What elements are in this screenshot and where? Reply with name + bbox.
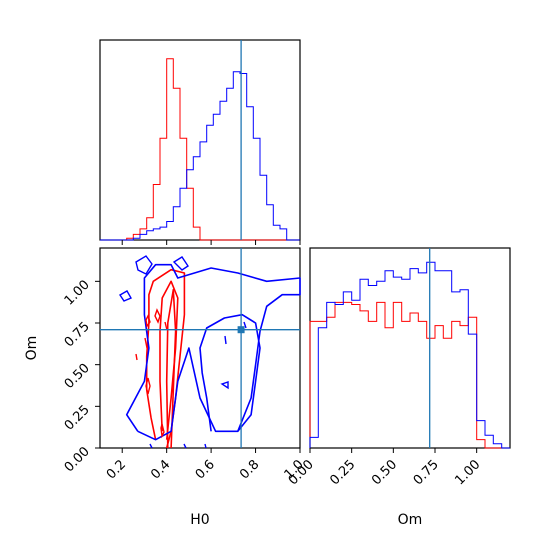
red-island [135, 353, 138, 361]
om-axis-label: Om [398, 512, 423, 528]
red-island [144, 337, 148, 349]
y-tick-label: 0.50 [62, 361, 93, 392]
blue-island [135, 255, 153, 275]
om-tick-label: 1.00 [452, 457, 483, 488]
x-tick-label: 0.6 [193, 457, 218, 482]
h0-histogram-blue [100, 71, 300, 241]
truth-marker [237, 326, 245, 334]
blue-island [149, 443, 207, 449]
red-island [164, 321, 168, 331]
contour-blue-0 [125, 263, 301, 441]
om-histogram-ticks: 0.00 0.25 0.50 0.75 1.00 [286, 448, 483, 488]
red-island [145, 377, 151, 395]
h0-histogram-frame [99, 39, 301, 241]
om-tick-label: 0.50 [369, 457, 400, 488]
om-histogram-panel: 0.00 0.25 0.50 0.75 1.00 Om [286, 247, 511, 528]
x-tick-label: 0.2 [104, 457, 129, 482]
contour-red-1 [159, 280, 179, 440]
red-island [154, 308, 161, 324]
red-contour-islands [135, 308, 168, 439]
contour-blue-1 [199, 313, 261, 432]
y-tick-label: 0.00 [62, 444, 93, 475]
h0-om-contour-panel: 0.2 0.4 0.6 0.8 1.00.000.250.500.751.00 H0 O… [24, 247, 307, 528]
h0-histogram-red [100, 58, 300, 241]
blue-island [243, 321, 247, 329]
h0-histogram-panel [99, 39, 301, 245]
om-histogram-blue [309, 261, 510, 449]
y-axis-label: Om [24, 336, 40, 361]
x-tick-label: 0.4 [148, 457, 173, 482]
contours-blue [125, 263, 301, 441]
h0-hist-blue-line [100, 71, 300, 241]
y-tick-label: 1.00 [62, 278, 93, 309]
red-island [160, 423, 165, 439]
x-axis-label: H0 [190, 512, 209, 528]
om-tick-label: 0.25 [327, 457, 358, 488]
blue-island [172, 256, 189, 271]
red-island [145, 314, 151, 328]
h0-hist-red-line [100, 58, 300, 241]
blue-island [220, 381, 229, 390]
blue-contour-islands [119, 255, 247, 449]
om-tick-label: 0.75 [411, 457, 442, 488]
blue-island [224, 335, 227, 345]
contour-red-2 [165, 288, 177, 449]
blue-island [119, 290, 132, 302]
h0-histogram-ticks [121, 240, 301, 245]
om-hist-blue-line [309, 261, 510, 449]
y-tick-label: 0.75 [62, 319, 93, 350]
y-tick-label: 0.25 [62, 403, 93, 434]
x-tick-label: 0.8 [237, 457, 262, 482]
